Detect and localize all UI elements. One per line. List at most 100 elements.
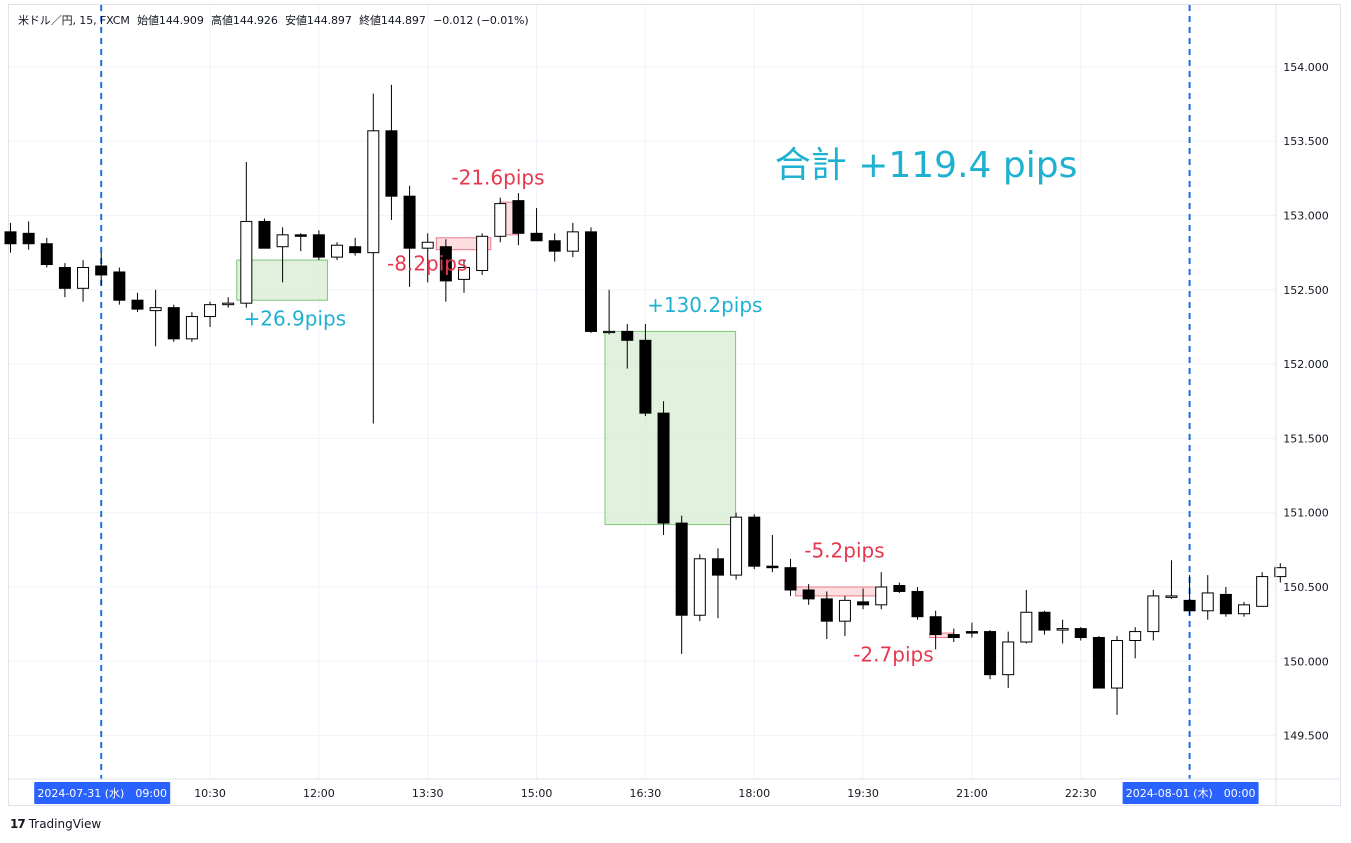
price-tick-label: 152.000 — [1283, 358, 1329, 371]
candle-body — [857, 601, 870, 606]
candle-body — [204, 304, 217, 318]
candle-body — [131, 299, 144, 310]
candles — [4, 84, 1287, 715]
candle-body — [603, 330, 616, 334]
time-marker-badge — [1122, 782, 1259, 804]
annotations: +26.9pips -8.2pips -21.6pips +130.2pips -5.2… — [243, 145, 1077, 666]
candle-body — [1074, 628, 1087, 639]
candle-body — [639, 339, 652, 414]
candle-body — [584, 231, 597, 332]
trade-pips-label: -2.7pips — [853, 642, 933, 666]
candle-body — [439, 246, 452, 282]
candle-body — [1038, 611, 1051, 631]
chart-panel[interactable] — [8, 4, 1341, 806]
candle-body — [349, 246, 362, 254]
candle-body — [331, 244, 344, 258]
time-marker-label: 2024-07-31 (水) 09:00 — [37, 787, 167, 800]
price-tick-label: 153.000 — [1283, 210, 1329, 223]
candle-body — [838, 599, 851, 622]
candle-body — [748, 516, 761, 567]
time-tick-label: 12:00 — [303, 787, 335, 800]
time-tick-label: 15:00 — [521, 787, 553, 800]
candle-body — [1002, 641, 1015, 676]
candle-body — [984, 631, 997, 676]
candle-body — [1219, 593, 1232, 615]
candle-body — [167, 307, 180, 340]
candle-body — [675, 522, 688, 616]
candle-body — [385, 130, 398, 197]
candle-body — [294, 234, 307, 237]
candle-body — [802, 589, 815, 600]
candle-body — [458, 267, 470, 280]
candle-body — [1111, 639, 1124, 689]
candle-body — [22, 232, 35, 245]
candle-body — [766, 565, 779, 569]
time-tick-label: 19:30 — [847, 787, 879, 800]
candle-body — [784, 567, 797, 591]
time-tick-label: 10:30 — [194, 787, 226, 800]
candle-body — [1056, 628, 1069, 631]
price-tick-label: 150.500 — [1283, 581, 1329, 594]
candle-body — [711, 558, 724, 576]
tradingview-brand-name: TradingView — [28, 817, 102, 831]
time-tick-label: 22:30 — [1065, 787, 1097, 800]
candle-body — [149, 307, 162, 312]
candle-body — [222, 302, 235, 306]
time-marker-badge — [34, 782, 171, 804]
trade-pips-label: +130.2pips — [647, 293, 762, 317]
session-markers — [100, 5, 1191, 779]
candle-body — [730, 516, 743, 576]
candle-body — [820, 598, 833, 622]
trade-pips-label: -8.2pips — [387, 251, 467, 275]
candle-body — [403, 195, 416, 249]
candle-body — [113, 271, 126, 301]
open-value: 始値144.909 — [137, 14, 204, 27]
candle-body — [1129, 631, 1142, 641]
candle-body — [566, 231, 579, 252]
time-axis[interactable]: 2024-07-31 (水) 09:00 10:30 12:00 13:30 15:00… — [9, 778, 1340, 804]
candle-body — [548, 240, 561, 252]
candle-body — [1183, 599, 1196, 612]
candle-body — [947, 634, 960, 639]
candle-body — [657, 412, 670, 524]
price-tick-label: 154.000 — [1283, 61, 1329, 74]
candle-body — [4, 231, 17, 245]
candle-body — [1256, 576, 1269, 607]
trade-pips-label: -21.6pips — [451, 165, 544, 189]
candle-body — [965, 631, 978, 634]
candle-body — [911, 590, 924, 618]
candle-body — [1020, 611, 1033, 643]
price-tick-label: 151.500 — [1283, 432, 1329, 445]
price-tick-label: 150.000 — [1283, 655, 1329, 668]
candle-body — [1165, 595, 1178, 598]
tradingview-logo[interactable]: 17 TradingView — [10, 817, 101, 831]
time-tick-label: 18:00 — [738, 787, 770, 800]
symbol-legend: 米ドル／円, 15, FXCM 始値144.909 高値144.926 安値14… — [18, 12, 533, 28]
trade-pips-label: -5.2pips — [804, 538, 884, 562]
price-axis[interactable]: 154.000 153.500 153.000 152.500 152.000 151.5… — [1275, 5, 1329, 806]
loss-box — [435, 237, 492, 251]
tradingview-logo-icon: 17 — [10, 817, 26, 831]
candle-body — [77, 267, 90, 289]
symbol-name[interactable]: 米ドル／円, 15, FXCM — [18, 14, 130, 27]
candle-body — [1274, 567, 1287, 578]
candle-body — [1201, 592, 1214, 612]
candle-body — [621, 330, 634, 341]
close-value: 終値144.897 — [359, 14, 426, 27]
candle-body — [875, 586, 888, 606]
candle-body — [476, 235, 489, 271]
candle-body — [1238, 604, 1251, 615]
candle-body — [1147, 595, 1160, 633]
price-tick-label: 153.500 — [1283, 135, 1329, 148]
candle-body — [312, 234, 325, 258]
candle-body — [276, 234, 289, 248]
time-tick-label: 21:00 — [956, 787, 988, 800]
candle-body — [693, 558, 706, 616]
candle-body — [185, 316, 198, 340]
change-value: −0.012 (−0.01%) — [433, 14, 529, 27]
high-value: 高値144.926 — [211, 14, 278, 27]
profit-box — [604, 330, 737, 526]
candle-body — [1092, 637, 1105, 689]
candle-body — [421, 241, 434, 249]
